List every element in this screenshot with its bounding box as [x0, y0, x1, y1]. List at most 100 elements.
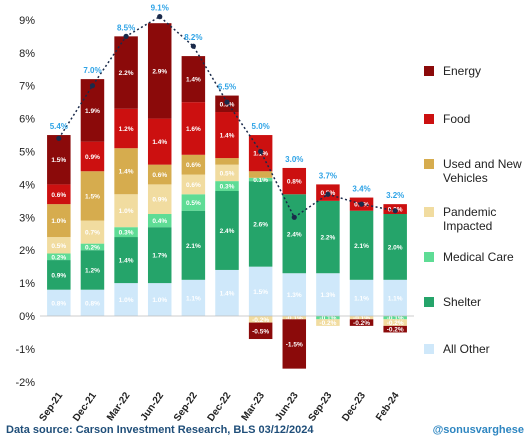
- y-tick-label: 9%: [19, 15, 35, 27]
- bar-data-label: 1.1%: [253, 151, 268, 158]
- y-tick-label: 3%: [19, 212, 35, 224]
- bar-data-label: 1.4%: [119, 169, 134, 176]
- bar-data-label: 1.7%: [152, 253, 167, 260]
- bar-segment: [47, 253, 71, 261]
- x-tick-label: Feb-24: [374, 390, 402, 423]
- bar-data-label: -0.2%: [252, 317, 269, 324]
- bar-segment: [147, 118, 172, 165]
- bar-data-label: -0.1%: [286, 315, 303, 322]
- bar-segment: [349, 316, 374, 320]
- bar-segment: [181, 194, 206, 211]
- bar-segment: [80, 220, 105, 244]
- headline-cpi-label: 3.7%: [319, 171, 337, 180]
- bar-data-label: 1.1%: [186, 295, 201, 302]
- bar-segment: [114, 148, 138, 195]
- bar-data-label: 1.4%: [119, 258, 134, 265]
- bar-segment: [248, 316, 273, 323]
- bar-segment: [80, 243, 105, 251]
- bar-segment: [316, 200, 340, 274]
- bar-data-label: 2.4%: [287, 231, 302, 238]
- bar-segment: [349, 210, 374, 280]
- legend-swatch: [424, 114, 434, 124]
- bar-segment: [248, 181, 273, 267]
- bar-data-label: -0.2%: [319, 320, 336, 327]
- bar-data-label: 0.8%: [287, 179, 302, 186]
- bar-segment: [282, 316, 307, 320]
- headline-cpi-label: 5.4%: [50, 122, 68, 131]
- legend-label: Pandemic: [443, 205, 496, 219]
- bar-segment: [383, 325, 407, 333]
- bar-segment: [147, 23, 172, 119]
- bar-segment: [248, 266, 273, 316]
- bar-segment: [215, 112, 239, 159]
- headline-cpi-label: 3.2%: [386, 191, 404, 200]
- bar-data-label: -0.2%: [353, 320, 370, 327]
- bar-segment: [147, 164, 172, 185]
- bar-segment: [181, 102, 206, 155]
- bar-data-label: 0.1%: [253, 177, 268, 184]
- legend-swatch: [424, 207, 434, 217]
- bar-data-label: 1.4%: [220, 133, 235, 140]
- bar-segment: [316, 316, 340, 320]
- bar-segment: [181, 174, 206, 195]
- bar-data-label: 2.9%: [152, 68, 167, 75]
- headline-cpi-point: [190, 43, 196, 49]
- headline-cpi-label: 5.0%: [252, 122, 270, 131]
- bar-segment: [248, 171, 273, 178]
- bar-data-label: 0.3%: [119, 230, 134, 237]
- bar-segment: [383, 279, 407, 316]
- bar-segment: [47, 237, 71, 254]
- x-tick-label: Dec-22: [206, 390, 234, 424]
- bar-segment: [248, 322, 273, 340]
- bar-segment: [80, 79, 105, 142]
- headline-cpi-point: [392, 208, 398, 214]
- bar-data-label: 2.6%: [253, 221, 268, 228]
- legend-swatch: [424, 297, 434, 307]
- bar-segment: [47, 135, 71, 185]
- bar-segment: [114, 227, 138, 238]
- y-tick-label: 2%: [19, 245, 35, 257]
- legend-swatch: [424, 66, 434, 76]
- author-handle: @sonusvarghese: [432, 424, 524, 436]
- bar-segment: [80, 250, 105, 290]
- bar-data-label: 1.4%: [152, 139, 167, 146]
- bar-segment: [349, 279, 374, 316]
- bar-segment: [47, 289, 71, 316]
- bar-segment: [114, 108, 138, 149]
- y-tick-label: 5%: [19, 147, 35, 159]
- bar-data-label: 2.2%: [119, 70, 134, 77]
- legend-swatch: [424, 252, 434, 262]
- data-source-note: Data source: Carson Investment Research,…: [6, 424, 314, 436]
- bar-data-label: 1.0%: [119, 208, 134, 215]
- bar-data-label: 1.9%: [85, 108, 100, 115]
- bar-segment: [80, 141, 105, 172]
- bar-data-label: 0.9%: [85, 154, 100, 161]
- x-tick-label: Jun-22: [139, 390, 167, 423]
- bar-segment: [248, 177, 273, 182]
- legend-label: Impacted: [443, 219, 492, 233]
- bar-data-label: 2.1%: [354, 243, 369, 250]
- headline-cpi-point: [358, 201, 365, 207]
- bar-segment: [114, 194, 138, 228]
- bar-segment: [383, 316, 407, 320]
- headline-cpi-point: [258, 148, 264, 155]
- bar-segment: [80, 171, 105, 221]
- x-tick-label: Jun-23: [273, 390, 301, 423]
- bar-data-label: 1.1%: [388, 295, 403, 302]
- legend-label: Food: [443, 112, 470, 126]
- bar-segment: [114, 283, 138, 316]
- bar-data-label: 0.8%: [51, 300, 66, 307]
- bar-data-label: -0.2%: [387, 320, 404, 327]
- bar-segment: [181, 210, 206, 280]
- bar-data-label: 1.3%: [287, 292, 302, 299]
- bar-data-label: 0.7%: [85, 230, 100, 237]
- bar-data-label: 0.5%: [186, 200, 201, 207]
- legend-label: Used and New: [443, 157, 522, 171]
- headline-cpi-point: [157, 14, 163, 20]
- bar-data-label: 0.6%: [186, 162, 201, 169]
- bar-data-label: 1.0%: [119, 297, 134, 304]
- bar-segment: [282, 194, 307, 274]
- bar-data-label: 1.4%: [220, 290, 235, 297]
- x-tick-label: Mar-22: [105, 390, 133, 423]
